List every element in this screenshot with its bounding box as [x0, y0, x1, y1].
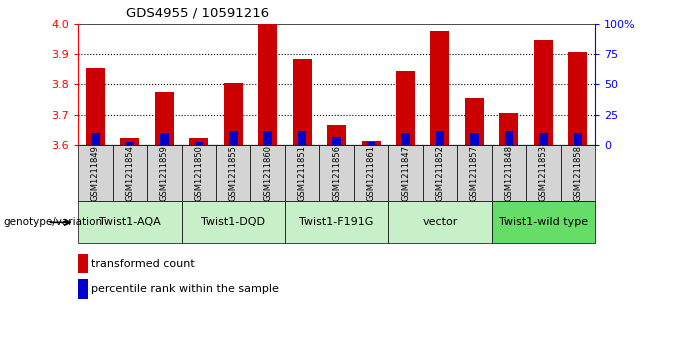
Text: vector: vector: [422, 217, 458, 227]
Bar: [78, 254, 88, 273]
Bar: [362, 140, 381, 145]
Text: GSM1211853: GSM1211853: [539, 145, 548, 201]
Bar: [568, 53, 588, 145]
Text: transformed count: transformed count: [90, 259, 194, 269]
Bar: [470, 133, 479, 145]
Bar: [263, 131, 272, 145]
Bar: [194, 142, 203, 145]
Bar: [182, 201, 285, 243]
Bar: [91, 133, 100, 145]
Bar: [492, 201, 595, 243]
Text: GSM1211856: GSM1211856: [332, 145, 341, 201]
Bar: [298, 131, 307, 145]
Text: GSM1211850: GSM1211850: [194, 146, 203, 201]
Text: Twist1-wild type: Twist1-wild type: [498, 217, 588, 227]
Bar: [401, 133, 410, 145]
Bar: [285, 201, 388, 243]
Bar: [436, 131, 444, 145]
Text: genotype/variation: genotype/variation: [3, 217, 103, 227]
Bar: [423, 145, 457, 201]
Text: Twist1-F191G: Twist1-F191G: [299, 217, 374, 227]
Text: GSM1211855: GSM1211855: [228, 146, 238, 201]
Bar: [539, 133, 547, 145]
Text: GSM1211851: GSM1211851: [298, 146, 307, 201]
Text: GSM1211857: GSM1211857: [470, 145, 479, 201]
Bar: [396, 71, 415, 145]
Text: GSM1211854: GSM1211854: [125, 146, 135, 201]
Bar: [526, 145, 560, 201]
Bar: [560, 145, 595, 201]
Bar: [189, 138, 208, 145]
Bar: [333, 137, 341, 145]
Bar: [216, 145, 250, 201]
Bar: [499, 113, 518, 145]
Bar: [78, 145, 113, 201]
Bar: [224, 83, 243, 145]
Text: GDS4955 / 10591216: GDS4955 / 10591216: [126, 7, 269, 20]
Text: GSM1211860: GSM1211860: [263, 145, 272, 201]
Bar: [388, 145, 423, 201]
Bar: [327, 126, 346, 145]
Bar: [505, 131, 513, 145]
Bar: [113, 145, 147, 201]
Bar: [229, 131, 237, 145]
Text: GSM1211852: GSM1211852: [435, 146, 445, 201]
Bar: [78, 280, 88, 299]
Bar: [126, 142, 134, 145]
Bar: [120, 138, 139, 145]
Bar: [354, 145, 388, 201]
Text: Twist1-DQD: Twist1-DQD: [201, 217, 265, 227]
Bar: [250, 145, 285, 201]
Bar: [388, 201, 492, 243]
Bar: [534, 40, 553, 145]
Bar: [492, 145, 526, 201]
Text: percentile rank within the sample: percentile rank within the sample: [90, 284, 279, 294]
Bar: [430, 31, 449, 145]
Text: GSM1211848: GSM1211848: [505, 145, 513, 201]
Bar: [367, 142, 375, 145]
Bar: [258, 24, 277, 145]
Bar: [182, 145, 216, 201]
Bar: [292, 58, 311, 145]
Bar: [78, 201, 182, 243]
Text: GSM1211849: GSM1211849: [91, 146, 100, 201]
Bar: [320, 145, 354, 201]
Text: GSM1211859: GSM1211859: [160, 146, 169, 201]
Text: Twist1-AQA: Twist1-AQA: [99, 217, 160, 227]
Bar: [160, 133, 169, 145]
Bar: [465, 98, 484, 145]
Bar: [573, 133, 582, 145]
Text: GSM1211858: GSM1211858: [573, 145, 582, 201]
Bar: [285, 145, 320, 201]
Bar: [147, 145, 182, 201]
Bar: [457, 145, 492, 201]
Bar: [155, 92, 174, 145]
Bar: [86, 68, 105, 145]
Text: GSM1211861: GSM1211861: [367, 145, 375, 201]
Text: GSM1211847: GSM1211847: [401, 145, 410, 201]
